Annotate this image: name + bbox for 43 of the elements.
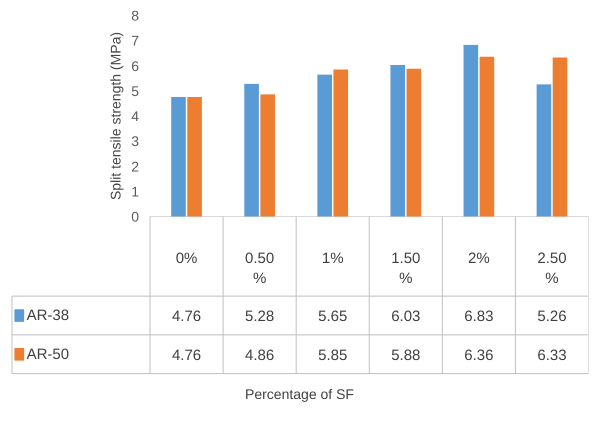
y-tick-label: 3 — [131, 133, 140, 150]
bar — [552, 57, 568, 217]
y-tick-label: 4 — [131, 108, 140, 124]
data-label: 6.33 — [537, 346, 567, 364]
data-label: 4.76 — [172, 308, 202, 326]
data-label: 6.36 — [464, 346, 494, 364]
x-tick-label: 2% — [468, 250, 490, 267]
x-tick-label: 0% — [176, 250, 198, 267]
y-tick-label: 5 — [131, 82, 140, 99]
data-label: 5.88 — [391, 346, 420, 364]
y-tick-label: 7 — [131, 32, 140, 49]
y-tick-label: 0 — [131, 208, 140, 225]
bar — [406, 68, 422, 217]
bar — [187, 96, 202, 217]
data-label: 5.28 — [245, 308, 274, 326]
bar — [244, 84, 259, 217]
bar — [171, 96, 186, 217]
bar — [536, 84, 552, 217]
y-tick-label: 8 — [131, 8, 140, 24]
bar — [390, 65, 406, 217]
legend-label: AR-50 — [26, 346, 70, 363]
y-tick-label: 1 — [131, 183, 140, 200]
bar — [464, 44, 478, 217]
y-axis-title: Split tensile strength (MPa) — [108, 32, 124, 200]
bar — [260, 94, 275, 217]
bar — [480, 56, 494, 217]
data-label: 4.86 — [245, 346, 274, 364]
data-label: 6.83 — [464, 308, 494, 326]
data-label: 5.65 — [318, 308, 348, 326]
y-tick-label: 6 — [131, 58, 140, 74]
x-tick-label: 0.50 % — [245, 250, 274, 288]
bar — [333, 70, 348, 217]
data-label: 5.26 — [537, 308, 567, 326]
bar — [317, 74, 332, 217]
data-label: 4.76 — [172, 346, 202, 364]
y-tick-label: 2 — [131, 158, 140, 174]
legend-label: AR-38 — [26, 307, 70, 324]
data-label: 6.03 — [391, 308, 420, 326]
x-tick-label: 1% — [322, 250, 344, 267]
x-tick-label: 1.50 % — [391, 250, 420, 288]
x-tick-label: 2.50 % — [537, 250, 567, 288]
data-label: 5.85 — [318, 346, 348, 364]
text: Percentage of SF — [245, 386, 354, 402]
